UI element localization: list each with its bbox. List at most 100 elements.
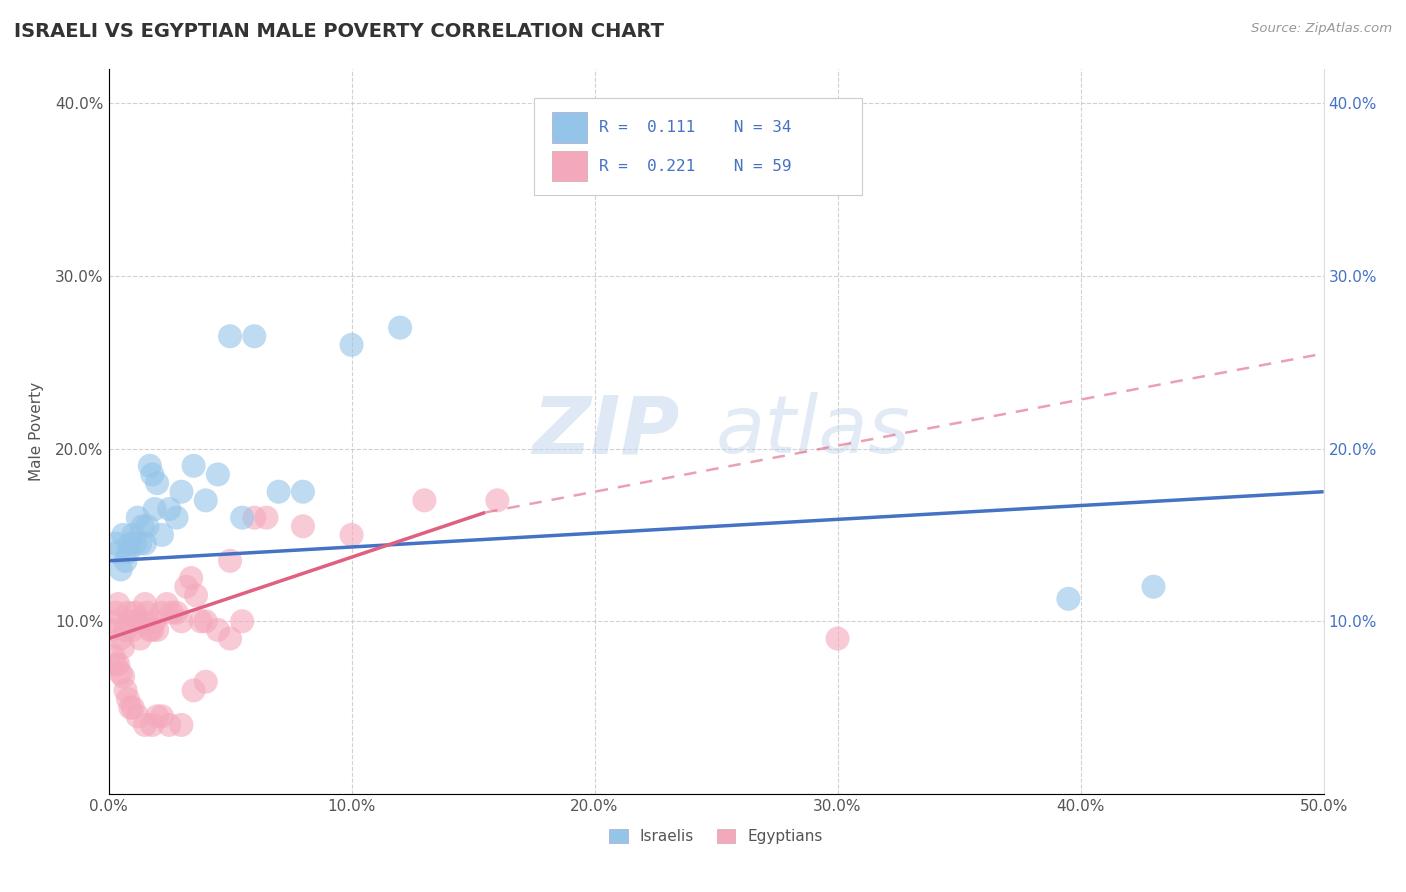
Point xyxy=(243,510,266,524)
Point xyxy=(243,329,266,343)
Y-axis label: Male Poverty: Male Poverty xyxy=(30,382,44,481)
Point xyxy=(120,614,142,628)
FancyBboxPatch shape xyxy=(553,151,588,181)
Point xyxy=(141,467,163,482)
Point xyxy=(121,700,143,714)
FancyBboxPatch shape xyxy=(553,112,588,143)
Point xyxy=(141,623,163,637)
Point xyxy=(340,528,363,542)
Point xyxy=(107,545,129,559)
Point xyxy=(170,718,193,732)
Point xyxy=(413,493,436,508)
Point xyxy=(146,476,169,491)
Point xyxy=(486,493,509,508)
Point xyxy=(231,510,253,524)
Point xyxy=(157,502,180,516)
Text: R =  0.111    N = 34: R = 0.111 N = 34 xyxy=(599,120,792,135)
Point xyxy=(134,536,156,550)
Point xyxy=(103,648,125,663)
Point xyxy=(166,606,188,620)
Point xyxy=(117,545,139,559)
Point xyxy=(131,519,153,533)
Point xyxy=(156,597,179,611)
Point xyxy=(136,519,159,533)
Point xyxy=(166,510,188,524)
Point xyxy=(129,536,152,550)
Point xyxy=(150,528,173,542)
Point xyxy=(124,536,146,550)
Point xyxy=(120,536,142,550)
Point xyxy=(170,484,193,499)
Point xyxy=(121,623,143,637)
Point xyxy=(340,338,363,352)
Point xyxy=(194,614,217,628)
Point xyxy=(219,632,242,646)
Point xyxy=(157,718,180,732)
Point xyxy=(120,700,142,714)
Point xyxy=(256,510,278,524)
Point xyxy=(104,606,127,620)
Point xyxy=(110,562,132,576)
Point xyxy=(117,606,139,620)
Point xyxy=(1057,591,1080,606)
Text: atlas: atlas xyxy=(716,392,911,470)
Point xyxy=(112,640,135,655)
Point xyxy=(291,484,314,499)
Point xyxy=(146,623,169,637)
Point xyxy=(150,606,173,620)
Point xyxy=(207,623,229,637)
Point xyxy=(141,718,163,732)
Point xyxy=(219,329,242,343)
Point xyxy=(176,580,198,594)
Point xyxy=(170,614,193,628)
Point xyxy=(207,467,229,482)
Point xyxy=(129,632,152,646)
Point xyxy=(139,458,162,473)
Point xyxy=(183,458,205,473)
Point xyxy=(150,709,173,723)
Legend: Israelis, Egyptians: Israelis, Egyptians xyxy=(609,830,823,845)
Point xyxy=(194,493,217,508)
Point xyxy=(112,669,135,683)
Point xyxy=(139,623,162,637)
Point xyxy=(107,597,129,611)
Point xyxy=(107,657,129,672)
Point xyxy=(184,588,207,602)
Point xyxy=(183,683,205,698)
Point xyxy=(1142,580,1164,594)
Point xyxy=(143,502,166,516)
Point xyxy=(131,614,153,628)
Point xyxy=(127,709,149,723)
Point xyxy=(110,666,132,681)
Point xyxy=(117,692,139,706)
Point xyxy=(104,657,127,672)
Point xyxy=(267,484,290,499)
Point xyxy=(194,674,217,689)
Point xyxy=(219,554,242,568)
Point xyxy=(180,571,202,585)
Point xyxy=(143,614,166,628)
Text: ZIP: ZIP xyxy=(533,392,679,470)
Point xyxy=(127,614,149,628)
Point xyxy=(134,597,156,611)
Text: R =  0.221    N = 59: R = 0.221 N = 59 xyxy=(599,159,792,174)
Point xyxy=(160,606,183,620)
FancyBboxPatch shape xyxy=(534,97,862,195)
Point xyxy=(114,683,136,698)
Point xyxy=(100,623,122,637)
Point xyxy=(114,623,136,637)
Point xyxy=(136,606,159,620)
Point xyxy=(103,614,125,628)
Point xyxy=(827,632,849,646)
Point xyxy=(231,614,253,628)
Point xyxy=(112,528,135,542)
Point xyxy=(291,519,314,533)
Text: ISRAELI VS EGYPTIAN MALE POVERTY CORRELATION CHART: ISRAELI VS EGYPTIAN MALE POVERTY CORRELA… xyxy=(14,22,664,41)
Point xyxy=(124,606,146,620)
Point xyxy=(134,718,156,732)
Point xyxy=(114,554,136,568)
Point xyxy=(104,536,127,550)
Text: Source: ZipAtlas.com: Source: ZipAtlas.com xyxy=(1251,22,1392,36)
Point xyxy=(146,709,169,723)
Point xyxy=(110,632,132,646)
